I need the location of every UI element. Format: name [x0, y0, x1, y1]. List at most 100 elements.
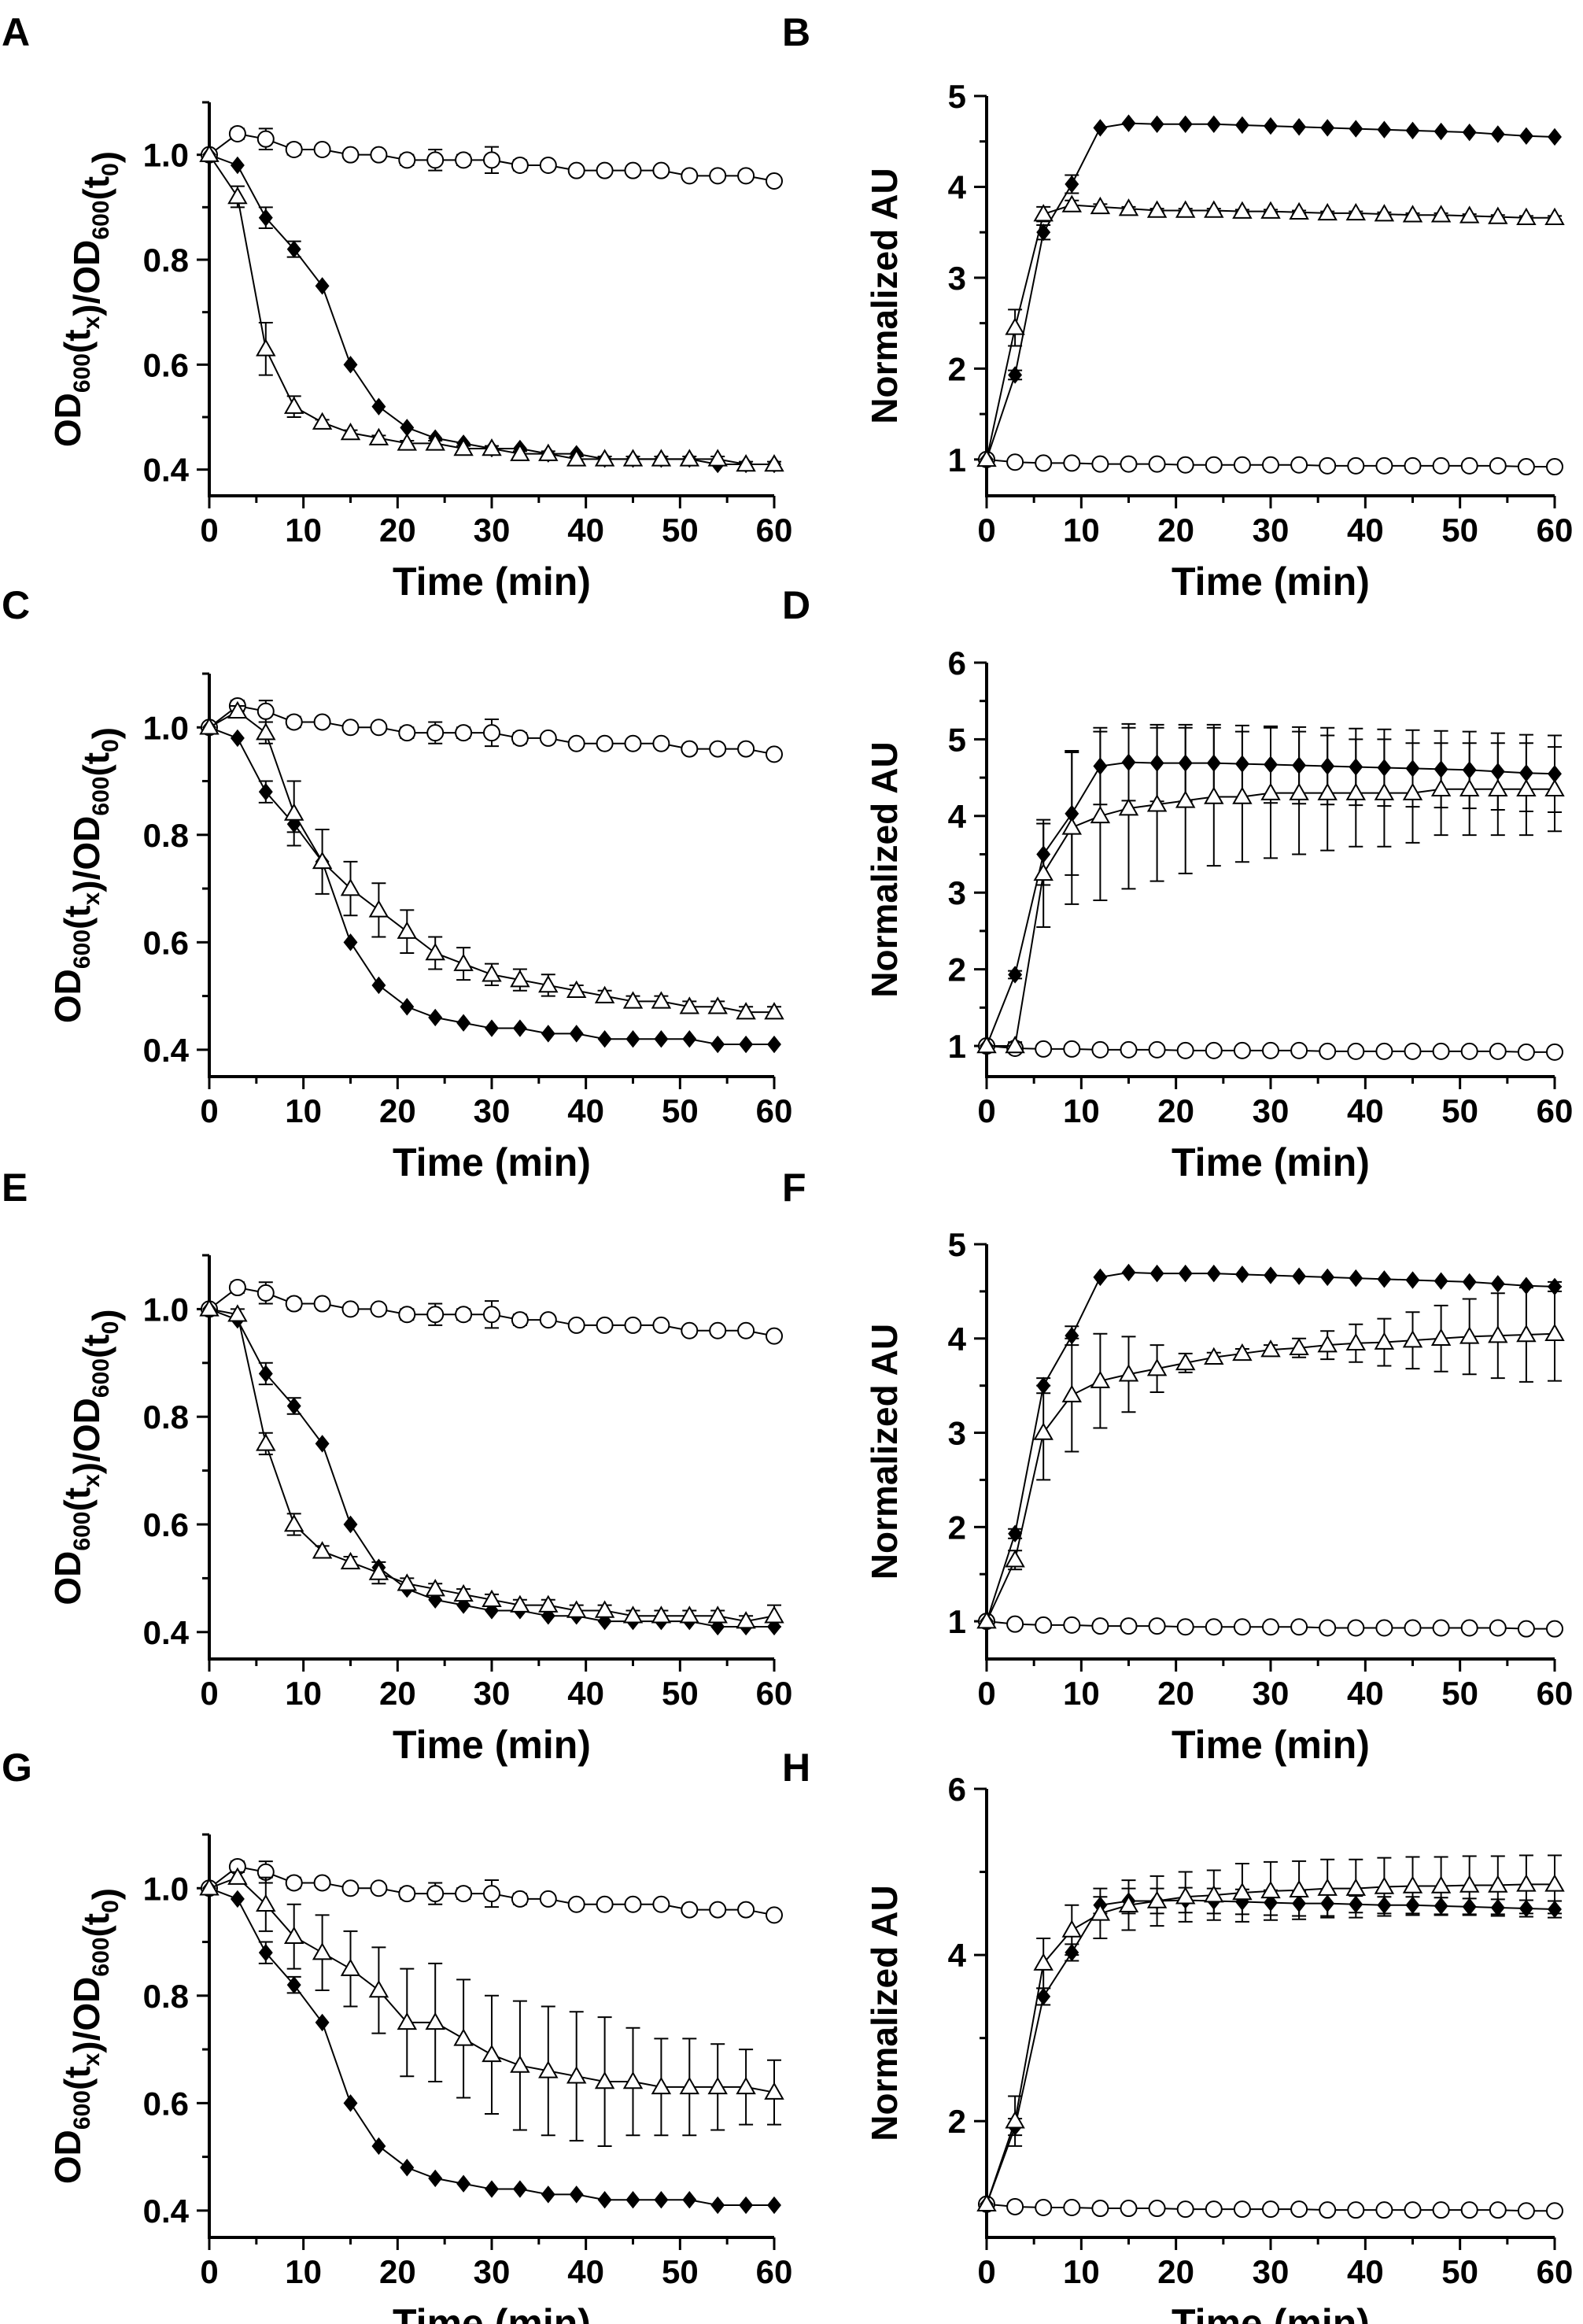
- y-axis-label: OD600(tx)/OD600(t0): [47, 151, 126, 447]
- data-point-triangle: [976, 1611, 997, 1629]
- x-tick-label: 10: [1063, 512, 1100, 549]
- data-point-circle: [737, 1901, 755, 1919]
- data-point-diamond: [597, 2191, 612, 2209]
- data-point-diamond: [541, 2185, 555, 2204]
- y-tick-label: 6: [948, 645, 966, 682]
- data-point-diamond: [654, 2191, 669, 2209]
- data-point-diamond: [1036, 1987, 1051, 2006]
- data-point-triangle: [1204, 200, 1224, 218]
- y-tick-label: 2: [948, 951, 966, 988]
- panel-letter: G: [2, 1746, 32, 1790]
- data-point-circle: [596, 734, 614, 752]
- data-point-circle: [398, 724, 416, 742]
- data-point-circle: [1432, 456, 1450, 475]
- data-point-triangle: [1175, 1352, 1196, 1371]
- data-point-diamond: [1434, 122, 1448, 141]
- x-tick-label: 20: [379, 2253, 416, 2290]
- data-point-diamond: [597, 1030, 612, 1048]
- x-tick-label: 10: [285, 1092, 322, 1129]
- data-point-circle: [341, 146, 360, 164]
- panel-letter: D: [782, 583, 810, 627]
- series-line: [208, 1308, 774, 1628]
- data-point-circle: [1063, 1616, 1081, 1634]
- x-tick-label: 50: [662, 512, 699, 549]
- data-point-circle: [596, 161, 614, 179]
- data-point-diamond: [1008, 366, 1023, 384]
- data-point-circle: [370, 146, 388, 164]
- data-point-diamond: [739, 1035, 754, 1054]
- data-point-diamond: [1320, 119, 1335, 137]
- data-point-triangle: [1232, 201, 1253, 219]
- x-tick-label: 60: [756, 1675, 793, 1712]
- data-point-circle: [1205, 1041, 1223, 1059]
- data-point-triangle: [1459, 778, 1480, 796]
- series-circle: [978, 1037, 1563, 1061]
- y-tick-label: 0.4: [143, 2193, 190, 2230]
- data-point-circle: [341, 1300, 360, 1318]
- x-tick-label: 10: [285, 512, 322, 549]
- y-tick-label: 4: [948, 798, 967, 835]
- data-point-diamond: [569, 2185, 584, 2204]
- data-point-circle: [567, 161, 585, 179]
- data-point-triangle: [1005, 317, 1025, 335]
- data-point-circle: [228, 1279, 246, 1297]
- data-point-diamond: [1292, 1267, 1307, 1285]
- x-tick-label: 40: [567, 2253, 604, 2290]
- data-point-circle: [1290, 456, 1308, 474]
- x-tick-label: 60: [756, 1092, 793, 1129]
- data-point-circle: [1148, 1040, 1166, 1059]
- data-point-circle: [341, 719, 360, 737]
- data-point-circle: [1148, 1617, 1166, 1635]
- data-point-triangle: [764, 2082, 784, 2100]
- data-point-triangle: [1204, 786, 1224, 804]
- x-tick-label: 40: [1347, 2253, 1384, 2290]
- series-circle: [978, 2195, 1563, 2220]
- data-point-triangle: [368, 1562, 389, 1580]
- y-tick-label: 2: [948, 2103, 966, 2140]
- data-point-circle: [766, 172, 783, 190]
- data-point-triangle: [1033, 204, 1053, 222]
- data-point-circle: [1404, 1619, 1422, 1637]
- data-point-circle: [652, 1895, 670, 1913]
- data-point-circle: [313, 1874, 331, 1892]
- series-triangle: [199, 144, 784, 472]
- data-point-triangle: [397, 433, 418, 451]
- data-point-circle: [1176, 456, 1194, 474]
- y-tick-label: 6: [948, 1771, 966, 1808]
- data-point-diamond: [654, 1030, 669, 1048]
- data-point-circle: [596, 1316, 614, 1334]
- x-tick-label: 0: [977, 512, 995, 549]
- x-tick-label: 40: [567, 512, 604, 549]
- data-point-diamond: [1349, 120, 1363, 138]
- series-triangle: [976, 726, 1565, 1054]
- data-point-circle: [1404, 456, 1422, 475]
- data-point-triangle: [340, 422, 361, 441]
- data-point-triangle: [1544, 1874, 1565, 1892]
- data-point-circle: [652, 161, 670, 179]
- data-point-circle: [1319, 456, 1337, 475]
- data-point-circle: [285, 1295, 303, 1313]
- data-point-circle: [1006, 1615, 1024, 1633]
- y-tick-label: 4: [948, 1321, 967, 1358]
- x-tick-label: 50: [1441, 1092, 1478, 1129]
- data-point-diamond: [1149, 115, 1164, 133]
- panel-letter: A: [2, 10, 30, 54]
- data-point-triangle: [227, 1867, 248, 1885]
- data-point-circle: [426, 1885, 445, 1903]
- data-point-circle: [681, 167, 699, 185]
- y-tick-label: 0.6: [143, 924, 189, 961]
- x-tick-label: 0: [200, 1092, 218, 1129]
- data-point-diamond: [569, 1025, 584, 1043]
- data-point-circle: [737, 740, 755, 758]
- data-point-circle: [539, 1311, 557, 1329]
- series-diamond: [202, 719, 781, 1054]
- series-diamond: [980, 1263, 1562, 1631]
- x-tick-label: 60: [1537, 2253, 1574, 2290]
- y-tick-label: 0.6: [143, 346, 189, 383]
- data-point-circle: [1347, 456, 1365, 475]
- data-point-triangle: [1175, 1886, 1196, 1905]
- data-point-circle: [1319, 1042, 1337, 1060]
- x-tick-label: 30: [1253, 1675, 1290, 1712]
- data-point-circle: [1262, 456, 1279, 474]
- data-point-triangle: [1033, 863, 1053, 881]
